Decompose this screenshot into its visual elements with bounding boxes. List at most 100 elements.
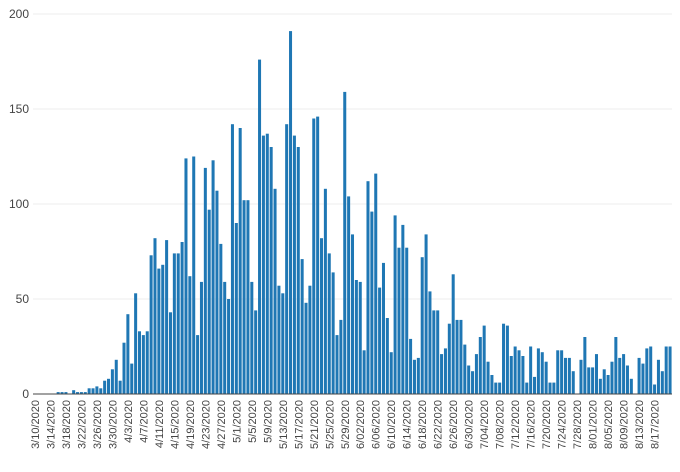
bar <box>107 378 111 394</box>
x-tick-label: 7/12/2020 <box>510 400 522 449</box>
bar <box>459 319 463 394</box>
bar <box>118 380 122 394</box>
bar <box>579 359 583 394</box>
bar <box>308 285 312 394</box>
bar <box>157 268 161 394</box>
x-tick-label: 6/06/2020 <box>371 400 383 449</box>
y-tick-label: 150 <box>9 102 29 116</box>
bar <box>443 348 447 394</box>
bar <box>482 325 486 394</box>
bar <box>606 375 610 394</box>
bar <box>533 376 537 394</box>
bar <box>72 390 76 394</box>
bar <box>397 247 401 394</box>
x-tick-label: 8/09/2020 <box>619 400 631 449</box>
bar <box>292 135 296 394</box>
x-tick-label: 6/30/2020 <box>464 400 476 449</box>
y-tick-label: 0 <box>22 387 29 401</box>
x-tick-label: 3/14/2020 <box>45 400 57 449</box>
bar <box>420 257 424 394</box>
bar <box>381 262 385 394</box>
bar <box>145 331 149 394</box>
bar <box>230 124 234 394</box>
bar <box>312 118 316 394</box>
bar <box>517 350 521 394</box>
bar <box>172 253 176 394</box>
x-tick-label: 6/22/2020 <box>433 400 445 449</box>
x-tick-label: 4/23/2020 <box>200 400 212 449</box>
bar <box>126 314 130 394</box>
bar <box>258 59 262 394</box>
bar <box>331 272 335 394</box>
bar <box>509 356 513 394</box>
x-tick-label: 4/7/2020 <box>138 400 150 443</box>
y-axis-ticks: 0 50 100 150 200 <box>9 7 29 401</box>
bar <box>622 354 626 394</box>
y-tick-label: 100 <box>9 197 29 211</box>
bar <box>405 247 409 394</box>
bar <box>490 375 494 394</box>
bar <box>591 367 595 394</box>
bar <box>277 285 281 394</box>
bar <box>494 382 498 394</box>
bar <box>571 371 575 394</box>
bar <box>335 335 339 394</box>
x-tick-label: 4/19/2020 <box>185 400 197 449</box>
x-tick-label: 7/16/2020 <box>526 400 538 449</box>
bar <box>304 302 308 394</box>
x-tick-label: 5/21/2020 <box>309 400 321 449</box>
bar <box>203 167 207 394</box>
bar <box>327 253 331 394</box>
x-tick-label: 4/11/2020 <box>154 400 166 448</box>
bar <box>412 359 416 394</box>
bar <box>76 392 80 394</box>
bar <box>83 392 87 394</box>
bar <box>64 392 68 394</box>
bar <box>610 361 614 394</box>
bar <box>358 281 362 394</box>
bar <box>660 371 664 394</box>
bar <box>556 350 560 394</box>
bar <box>416 357 420 394</box>
bar <box>656 359 660 394</box>
bar <box>567 357 571 394</box>
bar <box>552 382 556 394</box>
bar <box>513 346 517 394</box>
bar <box>463 344 467 394</box>
x-tick-label: 6/18/2020 <box>417 400 429 449</box>
bar <box>211 160 215 394</box>
bar <box>347 196 351 394</box>
bar <box>389 352 393 394</box>
bar <box>114 359 118 394</box>
bar <box>238 128 242 394</box>
bar <box>281 293 285 394</box>
bar <box>424 234 428 394</box>
bar <box>196 335 200 394</box>
bar <box>91 388 95 394</box>
bar <box>165 240 169 394</box>
bar <box>161 264 165 394</box>
bar <box>137 331 142 394</box>
bar <box>629 378 633 394</box>
bar <box>234 223 238 394</box>
bar <box>401 224 405 394</box>
bar <box>478 337 482 394</box>
x-tick-label: 7/04/2020 <box>479 400 491 449</box>
bar <box>525 382 529 394</box>
x-tick-label: 7/08/2020 <box>495 400 507 449</box>
x-tick-label: 8/17/2020 <box>650 400 662 449</box>
bar <box>362 350 366 394</box>
bar <box>378 287 382 394</box>
y-tick-label: 200 <box>9 7 29 21</box>
x-tick-label: 7/20/2020 <box>541 400 553 449</box>
bar <box>536 348 540 394</box>
x-tick-label: 5/13/2020 <box>278 400 290 449</box>
bar <box>594 354 598 394</box>
bar <box>447 323 451 394</box>
bar <box>563 357 568 394</box>
bar <box>544 361 548 394</box>
bar <box>254 310 258 394</box>
bar <box>471 371 475 394</box>
bar <box>548 382 552 394</box>
